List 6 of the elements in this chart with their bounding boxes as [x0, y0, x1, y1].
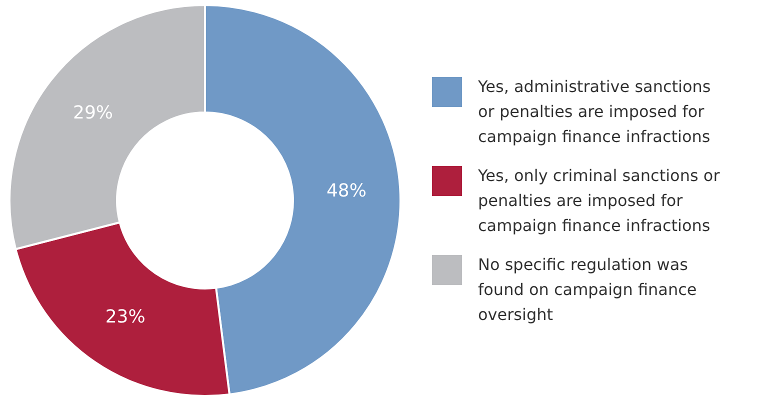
- data-label: 23%: [105, 306, 146, 328]
- legend-label: No specific regulation was found on campaign finance oversight: [478, 254, 698, 326]
- data-label: 29%: [73, 102, 114, 124]
- data-label: 48%: [326, 180, 366, 202]
- legend-label: Yes, administrative sanctions or penalties are imposed for campaign finance infractions: [478, 76, 712, 148]
- legend-label: Yes, only criminal sanctions or penalties are imposed for campaign finance infractions: [478, 165, 721, 237]
